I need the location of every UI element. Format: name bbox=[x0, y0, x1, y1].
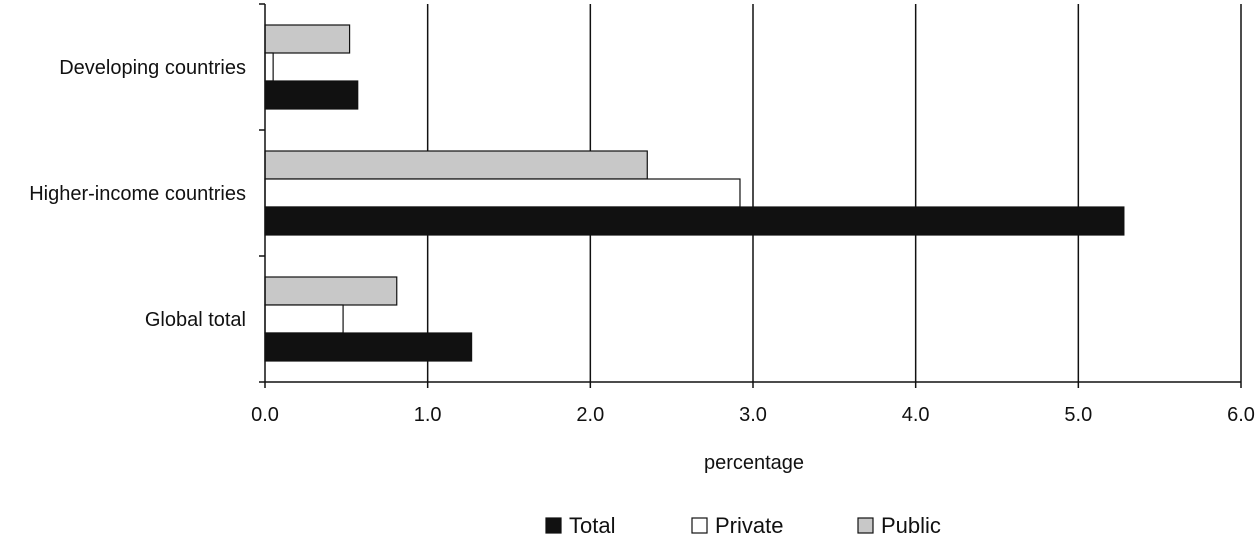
legend-swatch-private bbox=[691, 517, 708, 534]
category-label: Higher-income countries bbox=[29, 183, 246, 205]
x-tick-label: 5.0 bbox=[1064, 404, 1092, 426]
legend-swatch-total bbox=[545, 517, 562, 534]
x-tick-label: 1.0 bbox=[414, 404, 442, 426]
legend-label-private: Private bbox=[715, 513, 783, 538]
x-axis-title: percentage bbox=[704, 452, 804, 474]
x-tick-label: 4.0 bbox=[902, 404, 930, 426]
bar-total-developing-countries bbox=[264, 80, 359, 110]
axes bbox=[259, 3, 1242, 388]
x-tick-label: 0.0 bbox=[251, 404, 279, 426]
bar-public-global-total bbox=[264, 276, 398, 306]
legend: Total Private Public bbox=[545, 513, 941, 538]
bar-private-developing-countries bbox=[264, 52, 274, 82]
x-tick-label: 2.0 bbox=[576, 404, 604, 426]
bar-private-higher-income-countries bbox=[264, 178, 741, 208]
legend-label-public: Public bbox=[881, 513, 941, 538]
bar-public-higher-income-countries bbox=[264, 150, 648, 180]
bar-total-global-total bbox=[264, 332, 473, 362]
category-label: Global total bbox=[145, 309, 246, 331]
x-tick-label: 6.0 bbox=[1227, 404, 1255, 426]
bar-total-higher-income-countries bbox=[264, 206, 1125, 236]
gridlines bbox=[426, 4, 1242, 382]
category-label: Developing countries bbox=[59, 57, 246, 79]
bars bbox=[264, 24, 1125, 362]
bar-private-global-total bbox=[264, 304, 344, 334]
legend-label-total: Total bbox=[569, 513, 615, 538]
legend-swatch-public bbox=[857, 517, 874, 534]
bar-public-developing-countries bbox=[264, 24, 351, 54]
x-tick-label: 3.0 bbox=[739, 404, 767, 426]
labels: 0.0 1.0 2.0 3.0 4.0 5.0 6.0 Developing countrie… bbox=[29, 57, 1255, 426]
